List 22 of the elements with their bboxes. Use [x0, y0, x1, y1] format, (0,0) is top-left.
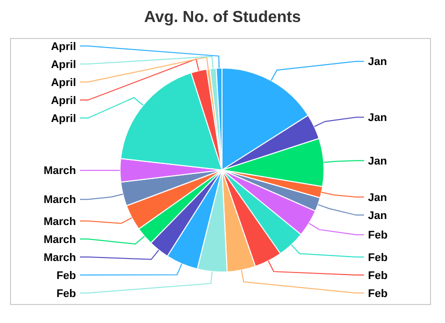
slice-label: Jan: [368, 192, 388, 204]
slice-label: Jan: [368, 156, 388, 168]
slice-label: March: [44, 194, 76, 206]
slice-label: April: [50, 40, 76, 53]
slice-label: March: [44, 234, 76, 246]
slice-label: Feb: [368, 230, 388, 242]
slice-label: March: [44, 252, 76, 264]
slice-label: Jan: [368, 210, 388, 222]
slice-label: Jan: [368, 56, 388, 68]
slice-label: March: [44, 216, 76, 228]
slice-label: Feb: [368, 270, 388, 282]
slice-label: Feb: [368, 288, 388, 300]
slice-label: April: [50, 94, 76, 107]
slice-label: March: [44, 165, 76, 178]
slice-label: April: [50, 112, 76, 125]
chart-title: Avg. No. of Students: [144, 9, 301, 26]
slice-label: April: [50, 58, 76, 71]
slice-label: Feb: [368, 252, 388, 264]
slice-label: April: [50, 76, 76, 89]
slice-label: Feb: [56, 288, 76, 300]
slice-label: Jan: [368, 112, 388, 124]
slice-label: Feb: [56, 270, 76, 282]
